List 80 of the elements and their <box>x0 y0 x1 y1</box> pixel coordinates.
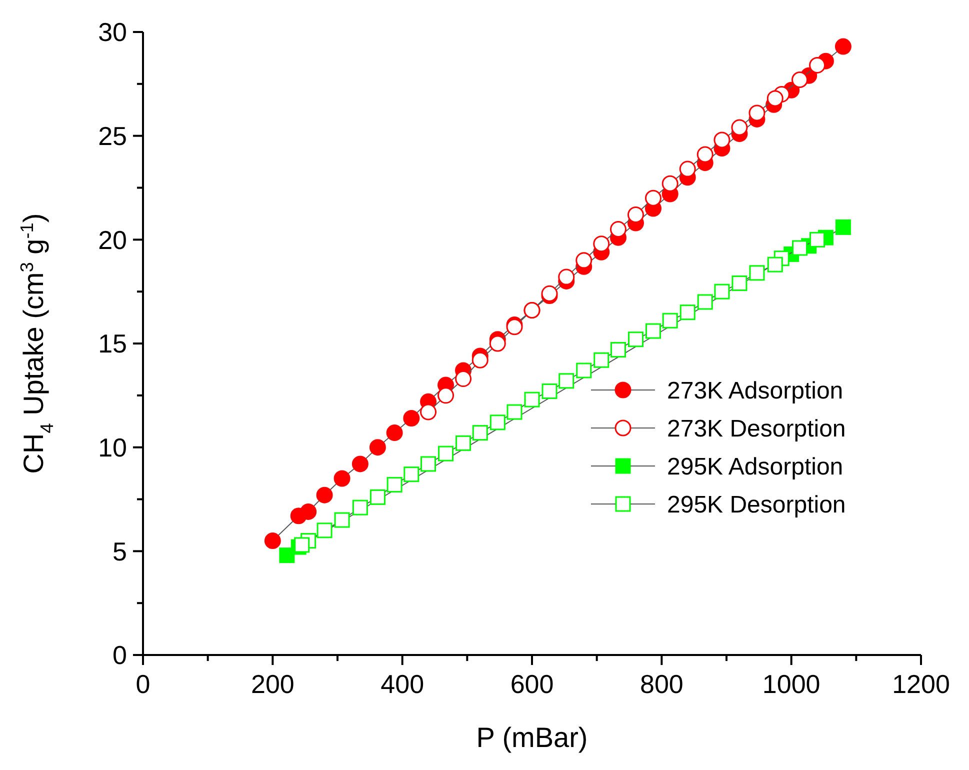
point <box>680 304 696 320</box>
point <box>352 456 368 472</box>
point <box>558 268 575 286</box>
legend-label: 295K Desorption <box>667 491 846 518</box>
point <box>294 537 310 553</box>
x-axis-title: P (mBar) <box>476 722 588 753</box>
point <box>767 256 783 272</box>
point <box>835 219 851 235</box>
point <box>370 489 386 505</box>
point <box>810 232 826 248</box>
x-tick-label: 600 <box>510 669 554 699</box>
point <box>610 221 626 238</box>
point <box>662 312 678 328</box>
point <box>386 424 403 442</box>
point <box>662 175 678 192</box>
point <box>438 446 454 462</box>
point <box>334 470 350 487</box>
x-tick-label: 0 <box>136 669 150 699</box>
y-tick-label: 30 <box>98 17 127 48</box>
point <box>489 335 506 352</box>
point <box>542 384 558 400</box>
point <box>369 439 386 456</box>
point <box>628 332 644 348</box>
point <box>455 370 472 388</box>
point <box>438 387 454 404</box>
point <box>506 404 522 420</box>
point <box>404 466 420 482</box>
point <box>594 352 610 368</box>
y-tick-label: 25 <box>98 120 127 151</box>
point <box>420 456 436 472</box>
point <box>645 323 661 339</box>
x-tick-label: 200 <box>250 669 294 699</box>
point <box>576 252 592 269</box>
legend-label: 295K Adsorption <box>667 453 844 480</box>
point <box>732 276 748 292</box>
point <box>490 414 506 430</box>
y-tick-label: 0 <box>112 640 127 670</box>
point <box>403 410 420 427</box>
point <box>264 532 281 550</box>
x-tick-label: 400 <box>380 669 424 699</box>
y-tick-label: 20 <box>98 224 127 255</box>
point <box>472 425 488 441</box>
point <box>792 72 808 88</box>
x-tick-label: 1200 <box>892 669 950 699</box>
point <box>386 476 402 492</box>
point <box>300 503 317 520</box>
y-tick-label: 15 <box>98 328 127 359</box>
point <box>748 104 766 122</box>
point <box>610 342 626 358</box>
point <box>697 294 713 310</box>
point <box>696 146 714 163</box>
point <box>316 486 333 504</box>
x-tick-label: 1000 <box>762 669 820 699</box>
point <box>472 352 488 368</box>
point <box>279 548 295 564</box>
point <box>524 392 540 408</box>
point <box>731 119 748 136</box>
point <box>334 512 350 528</box>
point <box>627 206 644 223</box>
point <box>316 522 332 538</box>
point <box>420 404 437 420</box>
legend-label: 273K Desorption <box>667 415 846 442</box>
point <box>809 56 826 74</box>
point <box>593 236 610 252</box>
point <box>576 362 592 378</box>
point <box>558 373 574 389</box>
point <box>714 284 730 300</box>
point <box>644 190 662 206</box>
point <box>792 240 808 256</box>
point <box>714 132 730 148</box>
point <box>456 435 472 451</box>
x-tick-label: 800 <box>640 669 684 699</box>
y-tick-label: 5 <box>112 536 127 566</box>
legend-label: 273K Adsorption <box>667 377 844 404</box>
point <box>766 90 784 107</box>
point <box>352 500 368 516</box>
point <box>834 38 852 55</box>
point <box>679 160 696 178</box>
y-tick-label: 10 <box>98 432 127 462</box>
point <box>749 265 765 281</box>
